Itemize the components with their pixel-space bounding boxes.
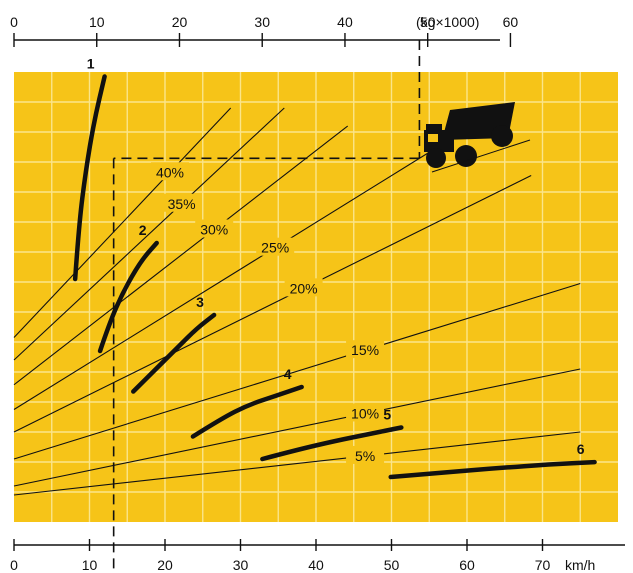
bottom-axis-tick-label: 10 (82, 557, 98, 573)
performance-curve-label: 1 (87, 56, 95, 72)
bottom-axis-tick-label: 40 (308, 557, 324, 573)
top-axis-tick-label: 60 (503, 14, 519, 30)
grade-label-background (284, 278, 323, 297)
grade-label-background (151, 162, 190, 181)
bottom-axis-tick-label: 60 (459, 557, 475, 573)
grade-label: 35% (168, 196, 196, 212)
performance-curve-4 (190, 384, 304, 439)
grade-label: 30% (200, 222, 228, 238)
performance-curve-label: 3 (196, 294, 204, 310)
example-reading-lines (112, 40, 421, 573)
performance-curve-5 (260, 425, 404, 462)
top-axis-unit-label: (kg×1000) (416, 14, 479, 30)
grade-label-background (256, 237, 295, 256)
grade-line (13, 282, 581, 460)
bottom-axis-tick-label: 20 (157, 557, 173, 573)
grade-line (13, 125, 349, 386)
top-axis-ticks: 0 10 20 30 40 50 60 (10, 14, 518, 47)
top-axis: 0 10 20 30 40 50 60 (kg×1000) (10, 14, 518, 47)
grade-line (13, 107, 232, 338)
bottom-axis-tick-label: 0 (10, 557, 18, 573)
grade-line (13, 148, 436, 410)
performance-curve-3 (131, 312, 217, 394)
top-axis-tick-label: 20 (172, 14, 188, 30)
top-axis-tick-label: 50 (420, 14, 436, 30)
grade-label-background (346, 445, 385, 464)
top-axis-tick-label: 30 (254, 14, 270, 30)
performance-curve-2 (97, 240, 159, 354)
grade-label-background (346, 340, 385, 359)
bottom-axis-tick-label: 50 (384, 557, 400, 573)
grade-label: 15% (351, 342, 379, 358)
top-axis-tick-label: 0 (10, 14, 18, 30)
grade-label-background (346, 403, 385, 422)
grade-line (13, 368, 581, 487)
performance-curve-label: 6 (577, 441, 585, 457)
performance-curve-1 (72, 74, 107, 282)
top-axis-tick-label: 40 (337, 14, 353, 30)
grade-line (13, 431, 581, 496)
dump-truck-icon (424, 102, 531, 173)
bottom-axis: 0 10 20 30 40 50 60 70 km/h (10, 539, 625, 573)
bottom-axis-unit-label: km/h (565, 557, 595, 573)
grade-label: 10% (351, 405, 379, 421)
bottom-axis-tick-label: 70 (535, 557, 551, 573)
performance-curve-6 (388, 459, 597, 480)
bottom-axis-tick-label: 30 (233, 557, 249, 573)
performance-curve-label: 2 (139, 222, 147, 238)
grade-label-background (195, 219, 234, 238)
performance-curves: 1 2 3 4 5 6 (72, 56, 597, 480)
grade-label: 20% (290, 280, 318, 296)
top-axis-tick-label: 10 (89, 14, 105, 30)
grade-label-background (162, 193, 201, 212)
bottom-axis-ticks: 0 10 20 30 40 50 60 70 (10, 539, 550, 573)
performance-curve-label: 4 (284, 366, 292, 382)
grade-line (13, 175, 532, 433)
grade-label: 40% (156, 164, 184, 180)
performance-curve-label: 5 (383, 407, 391, 423)
grade-lines: 40% 35%30% 25% 20% 15% 10% 5% (13, 107, 581, 496)
grade-label: 5% (355, 448, 375, 464)
grade-label: 25% (261, 240, 289, 256)
grade-line (13, 107, 285, 361)
